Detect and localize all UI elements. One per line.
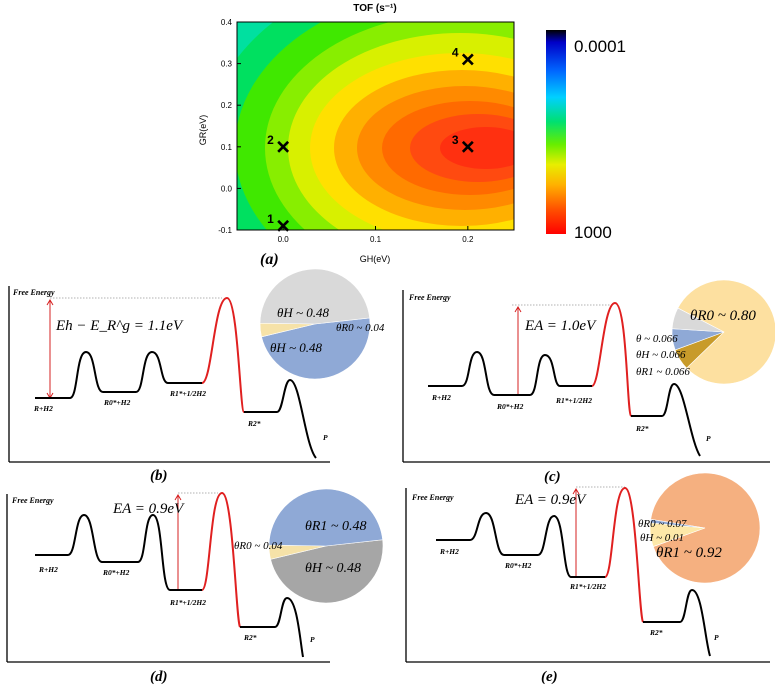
pie-slice bbox=[677, 279, 775, 385]
state-label-b: R1*+1/2H2 bbox=[169, 389, 206, 398]
pie-slice bbox=[650, 472, 761, 584]
x-tick-label: 0.1 bbox=[370, 235, 382, 244]
equation-d: EA = 0.9eV bbox=[112, 501, 185, 517]
panel-label-a: (a) bbox=[260, 251, 279, 268]
y-tick-label: 0.0 bbox=[221, 184, 233, 193]
state-label-b: P bbox=[323, 433, 328, 442]
pie-b bbox=[259, 268, 371, 380]
state-label-b: R0*+H2 bbox=[103, 398, 131, 407]
state-label-c: P bbox=[706, 434, 711, 443]
pie-label-b: θR0 ~ 0.04 bbox=[336, 322, 385, 334]
pie-slice bbox=[261, 317, 371, 380]
pie-slice bbox=[671, 307, 725, 333]
pie-label-c: θ ~ 0.066 bbox=[636, 333, 678, 345]
marker-point: 3 bbox=[452, 133, 474, 153]
y-tick-label: 0.1 bbox=[221, 143, 233, 152]
heatmap-field bbox=[237, 22, 514, 230]
x-tick-label: 0.2 bbox=[462, 235, 474, 244]
pie-label-c: θR0 ~ 0.80 bbox=[690, 308, 756, 324]
panel-label-b: (b) bbox=[150, 468, 168, 484]
y-tick-label: -0.1 bbox=[218, 226, 232, 235]
panel-c: Free Energy EA = 1.0eV R+H2 R0*+H2 R1*+1… bbox=[402, 279, 775, 485]
pie-label-d: θR0 ~ 0.04 bbox=[234, 540, 283, 552]
state-label-c: R+H2 bbox=[431, 393, 451, 402]
state-label-d: R2* bbox=[243, 633, 257, 642]
pie-label-e: θR0 ~ 0.07 bbox=[638, 518, 687, 530]
state-label-d: R0*+H2 bbox=[102, 568, 130, 577]
panel-e: Free Energy EA = 0.9eV R+H2 R0*+H2 R1*+1… bbox=[405, 472, 770, 685]
pie-label-b: θH ~ 0.48 bbox=[277, 305, 330, 320]
y-tick-label: 0.3 bbox=[221, 60, 233, 69]
pie-slice bbox=[649, 518, 706, 529]
heatmap-panel: TOF (s⁻¹) 0.0 0.1 0.2 -0.1 0.0 0.1 0.2 0.3 0.4 G… bbox=[198, 3, 626, 268]
state-label-d: P bbox=[310, 635, 315, 644]
pie-label-e: θH ~ 0.01 bbox=[640, 532, 684, 544]
x-tick-label: 0.0 bbox=[278, 235, 290, 244]
panel-d: Free Energy EA = 0.9eV R+H2 R0*+H2 R1*+1… bbox=[6, 488, 384, 685]
colorbar-min-label: 1000 bbox=[574, 223, 612, 242]
heatmap-ylabel: GR(eV) bbox=[198, 115, 208, 146]
y-axis-label-d: Free Energy bbox=[11, 496, 54, 505]
pie-slice bbox=[268, 488, 383, 547]
state-label-e: R2* bbox=[649, 628, 663, 637]
colorbar bbox=[546, 30, 566, 234]
state-label-e: R0*+H2 bbox=[504, 561, 532, 570]
state-label-e: R1*+1/2H2 bbox=[569, 582, 606, 591]
marker-label: 1 bbox=[267, 212, 274, 226]
state-label-b: R+H2 bbox=[33, 404, 53, 413]
marker-label: 3 bbox=[452, 133, 459, 147]
heatmap-xlabel: GH(eV) bbox=[360, 254, 391, 264]
state-label-c: R2* bbox=[635, 424, 649, 433]
pie-label-e: θR1 ~ 0.92 bbox=[656, 545, 722, 561]
heatmap-axes: 0.0 0.1 0.2 -0.1 0.0 0.1 0.2 0.3 0.4 bbox=[218, 18, 474, 244]
heatmap-title: TOF (s⁻¹) bbox=[353, 3, 396, 14]
colorbar-max-label: 0.0001 bbox=[574, 37, 626, 56]
pie-label-d: θH ~ 0.48 bbox=[305, 561, 361, 576]
equation-e: EA = 0.9eV bbox=[514, 492, 587, 508]
y-tick-label: 0.4 bbox=[221, 18, 233, 27]
marker-point: 1 bbox=[267, 212, 290, 232]
pie-d bbox=[268, 488, 384, 604]
equation-c: EA = 1.0eV bbox=[524, 318, 597, 334]
marker-point: 4 bbox=[452, 45, 474, 66]
panel-b: Free Energy Eh − E_R^g = 1.1eV R+H2 R0*+… bbox=[8, 268, 385, 484]
pie-e bbox=[649, 472, 761, 584]
heatmap-markers: 1 2 3 4 bbox=[267, 45, 474, 232]
pie-slice bbox=[259, 268, 370, 325]
panel-label-e: (e) bbox=[541, 669, 558, 685]
equation-b: Eh − E_R^g = 1.1eV bbox=[55, 318, 184, 334]
state-label-c: R1*+1/2H2 bbox=[555, 396, 592, 405]
y-axis-label-e: Free Energy bbox=[411, 493, 454, 502]
panel-label-c: (c) bbox=[544, 469, 561, 485]
pie-label-d: θR1 ~ 0.48 bbox=[305, 519, 367, 534]
pie-slice bbox=[270, 539, 384, 604]
state-label-c: R0*+H2 bbox=[496, 402, 524, 411]
marker-label: 2 bbox=[267, 133, 274, 147]
marker-label: 4 bbox=[452, 45, 459, 59]
y-axis-label-c: Free Energy bbox=[408, 293, 451, 302]
state-label-e: R+H2 bbox=[439, 547, 459, 556]
pie-label-c: θR1 ~ 0.066 bbox=[636, 366, 690, 378]
pie-label-b: θH ~ 0.48 bbox=[270, 340, 323, 355]
state-label-e: P bbox=[714, 633, 719, 642]
marker-point: 2 bbox=[267, 133, 290, 153]
state-label-d: R1*+1/2H2 bbox=[169, 598, 206, 607]
state-label-b: R2* bbox=[247, 419, 261, 428]
pie-label-c: θH ~ 0.066 bbox=[636, 349, 686, 361]
panel-label-d: (d) bbox=[150, 669, 168, 685]
state-label-d: R+H2 bbox=[38, 565, 58, 574]
pie-c bbox=[671, 279, 775, 385]
y-tick-label: 0.2 bbox=[221, 101, 233, 110]
y-axis-label-b: Free Energy bbox=[12, 288, 55, 297]
